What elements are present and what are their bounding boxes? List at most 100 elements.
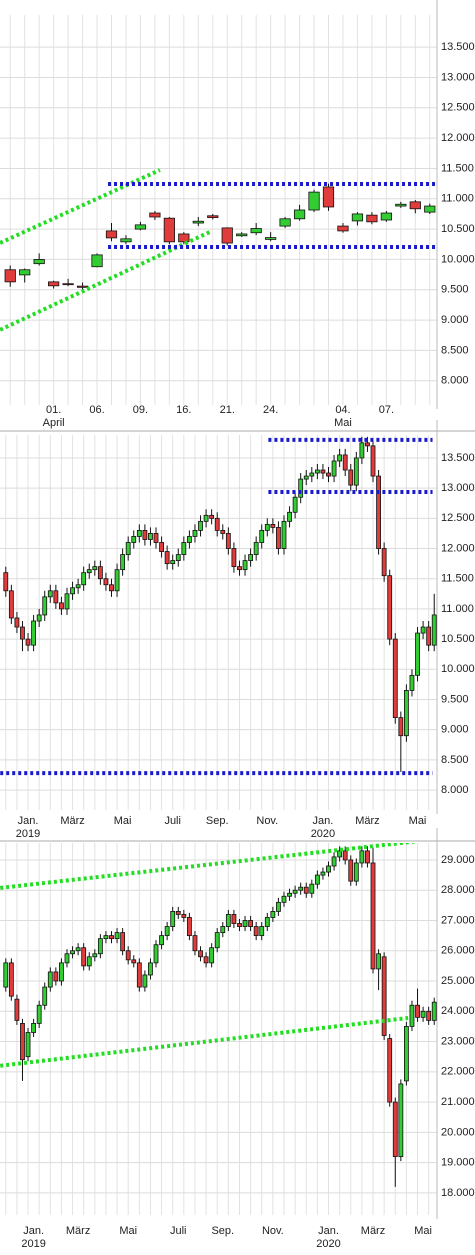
x-tick-label: 06. bbox=[89, 404, 104, 416]
candle-body bbox=[170, 560, 176, 565]
candle-body bbox=[279, 218, 291, 227]
candle-body bbox=[431, 614, 437, 646]
x-tick-label: Sep. bbox=[211, 1225, 234, 1237]
x-tick-label: Mai bbox=[119, 1225, 137, 1237]
candle-body bbox=[320, 871, 326, 876]
candle-body bbox=[409, 201, 421, 210]
candle-body bbox=[203, 514, 209, 522]
candle-body bbox=[309, 883, 315, 894]
candle-body bbox=[159, 935, 164, 946]
x-tick-sublabel: Mai bbox=[334, 417, 352, 429]
x-tick-sublabel: April bbox=[43, 417, 65, 429]
y-tick-label: 24.000 bbox=[441, 1005, 475, 1017]
candle-body bbox=[192, 220, 204, 224]
x-tick-label: März bbox=[66, 1225, 90, 1237]
candle-body bbox=[237, 923, 242, 927]
candle-body bbox=[253, 542, 259, 555]
candle-body bbox=[48, 281, 60, 287]
candle-body bbox=[75, 584, 81, 589]
candle-body bbox=[186, 917, 192, 937]
candle-body bbox=[380, 212, 392, 221]
candle-body bbox=[198, 950, 203, 958]
candle-body bbox=[308, 191, 320, 211]
candle-body bbox=[298, 886, 304, 891]
candle-body bbox=[114, 569, 120, 592]
candle-body bbox=[8, 590, 14, 619]
y-tick-label: 9.500 bbox=[441, 693, 469, 705]
candle-body bbox=[342, 850, 348, 861]
candle-body bbox=[387, 575, 393, 640]
candle-body bbox=[97, 566, 103, 580]
candle-body bbox=[59, 962, 64, 982]
candle-body bbox=[359, 442, 365, 459]
candle-body bbox=[103, 935, 109, 940]
y-tick-label: 8.000 bbox=[441, 375, 469, 387]
candle-body bbox=[70, 950, 75, 955]
candle-body bbox=[70, 587, 75, 595]
y-tick-label: 12.500 bbox=[441, 512, 475, 524]
y-tick-label: 11.500 bbox=[441, 573, 474, 585]
candle-body bbox=[186, 536, 192, 543]
candle-body bbox=[153, 944, 159, 964]
candle-body bbox=[342, 454, 348, 471]
candle-body bbox=[62, 283, 74, 286]
candle-body bbox=[164, 551, 170, 565]
candle-body bbox=[365, 850, 370, 864]
candle-body bbox=[403, 690, 409, 737]
candle-body bbox=[387, 1038, 393, 1103]
candle-body bbox=[253, 926, 259, 937]
candle-body bbox=[415, 1004, 420, 1018]
candle-body bbox=[203, 956, 209, 964]
candle-body bbox=[409, 1004, 415, 1027]
trend-line bbox=[0, 843, 420, 890]
candle-body bbox=[209, 947, 215, 964]
candle-body bbox=[149, 212, 161, 218]
candle-body bbox=[31, 620, 37, 646]
candle-body bbox=[376, 953, 381, 970]
x-tick-label: 21. bbox=[220, 404, 235, 416]
candle-body bbox=[19, 269, 31, 276]
candle-body bbox=[248, 554, 254, 562]
x-tick-label: Nov. bbox=[262, 1225, 284, 1237]
candle-body bbox=[292, 496, 298, 513]
x-tick-label: Jan. bbox=[23, 1225, 44, 1237]
y-tick-label: 29.000 bbox=[441, 854, 475, 866]
x-tick-label: Nov. bbox=[256, 815, 278, 827]
candle-body bbox=[242, 560, 248, 571]
candle-body bbox=[36, 1004, 42, 1024]
candle-body bbox=[276, 526, 281, 549]
y-tick-label: 23.000 bbox=[441, 1035, 475, 1047]
x-tick-sublabel: 2020 bbox=[316, 1238, 340, 1250]
candle-body bbox=[31, 1023, 37, 1033]
candle-body bbox=[192, 935, 198, 952]
candle-body bbox=[231, 548, 237, 568]
candle-body bbox=[270, 911, 276, 918]
x-tick-label: 01. bbox=[46, 404, 61, 416]
candle-body bbox=[326, 472, 331, 477]
y-tick-label: 18.000 bbox=[441, 1187, 475, 1199]
candle-body bbox=[81, 947, 87, 967]
y-tick-label: 8.000 bbox=[441, 784, 469, 796]
y-tick-label: 9.500 bbox=[441, 284, 469, 296]
candle-body bbox=[181, 542, 187, 555]
x-tick-label: Mai bbox=[414, 1225, 432, 1237]
candle-body bbox=[175, 554, 181, 562]
candle-body bbox=[264, 917, 270, 927]
plot-area bbox=[0, 843, 437, 1187]
candle-body bbox=[337, 225, 349, 232]
candle-body bbox=[398, 717, 404, 737]
candle-body bbox=[395, 203, 407, 207]
candle-body bbox=[125, 542, 131, 555]
candle-body bbox=[287, 892, 292, 897]
candle-body bbox=[14, 998, 20, 1021]
x-tick-label: Jan. bbox=[18, 815, 39, 827]
candle-body bbox=[92, 953, 98, 958]
candle-body bbox=[142, 974, 148, 988]
candle-body bbox=[120, 238, 132, 243]
candle-body bbox=[59, 602, 64, 610]
candle-body bbox=[298, 478, 304, 498]
candle-body bbox=[348, 859, 354, 882]
y-tick-label: 27.000 bbox=[441, 914, 475, 926]
candle-body bbox=[20, 626, 25, 640]
